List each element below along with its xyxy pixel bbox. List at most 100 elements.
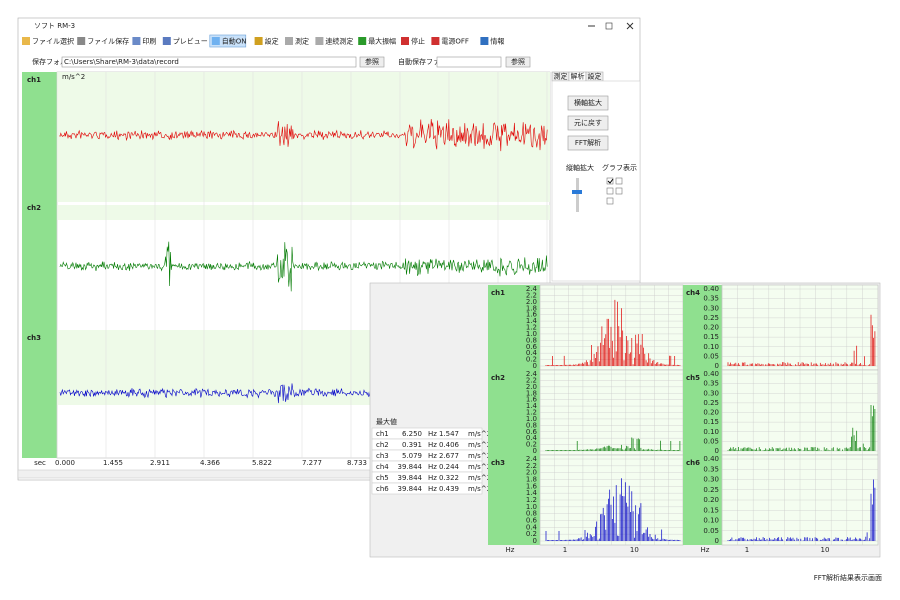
chart-label: ch6	[686, 459, 700, 467]
waveform	[59, 241, 548, 292]
y-tick-label: 0.10	[703, 343, 719, 351]
tab-label[interactable]: 設定	[588, 72, 602, 81]
chart-sidebar	[683, 285, 722, 370]
x-tick-label: 1.455	[103, 459, 123, 467]
x-tick-label: 8.733	[347, 459, 367, 467]
browse-button[interactable]	[359, 56, 385, 68]
close[interactable]	[626, 22, 634, 30]
table-cell: ch4	[376, 463, 389, 471]
button[interactable]	[567, 135, 609, 151]
chart-label: ch5	[686, 374, 700, 382]
toolbar-button[interactable]: 連続測定	[325, 37, 353, 46]
table-cell: m/s^2	[468, 463, 491, 471]
toolbar-icon[interactable]	[401, 37, 409, 45]
window-title: ソフト RM-3	[34, 22, 75, 30]
toolbar-button[interactable]: 印刷	[142, 38, 156, 46]
table-cell: 0.322	[439, 474, 459, 482]
tab-label[interactable]: 解析	[571, 72, 585, 81]
browse-label[interactable]: 参照	[365, 57, 379, 66]
toolbar-icon[interactable]	[22, 37, 30, 45]
table-cell: ch5	[376, 474, 389, 482]
toolbar-icon[interactable]	[480, 37, 489, 45]
toolbar-button[interactable]: 停止	[411, 37, 425, 46]
table-cell: m/s^2	[468, 430, 491, 438]
checkbox[interactable]	[606, 197, 614, 205]
button-label[interactable]: FFT解析	[575, 138, 601, 147]
y-tick-label: 1.4	[526, 317, 538, 325]
toolbar-icon[interactable]	[211, 37, 220, 45]
y-tick-label: 1.0	[526, 503, 537, 511]
y-tick-label: 0.15	[703, 333, 719, 341]
table-cell: ch1	[376, 430, 389, 438]
button-label[interactable]: 元に戻す	[574, 118, 602, 127]
check-mark	[607, 178, 614, 184]
spectrum	[727, 405, 876, 451]
table-cell: Hz	[428, 485, 437, 493]
toolbar-button[interactable]: 自動ON	[222, 37, 247, 46]
table-cell: m/s^2	[468, 452, 491, 460]
y-tick-label: 0.25	[703, 486, 719, 494]
table-cell: 0.391	[402, 441, 422, 449]
toolbar-button[interactable]: 設定	[265, 37, 279, 46]
toolbar-icon[interactable]	[431, 37, 440, 45]
maximize[interactable]	[605, 22, 613, 30]
toolbar-icon[interactable]	[358, 37, 367, 45]
y-tick-label: 0.35	[703, 380, 719, 388]
toolbar-button[interactable]: 電源OFF	[441, 37, 469, 46]
toolbar-icon[interactable]	[315, 37, 324, 45]
toolbar-button[interactable]: プレビュー	[173, 37, 208, 46]
table-cell: m/s^2	[468, 485, 491, 493]
y-tick-label: 0	[715, 537, 719, 545]
scrollbar[interactable]	[17, 469, 374, 479]
table-cell: Hz	[428, 474, 437, 482]
tab-label[interactable]: 測定	[554, 72, 568, 81]
y-tick-label: 2.0	[526, 469, 537, 477]
checkbox[interactable]	[606, 177, 614, 185]
toolbar-icon[interactable]	[132, 37, 141, 45]
toolbar-icon[interactable]	[254, 37, 263, 45]
toolbar-button[interactable]: 測定	[295, 37, 309, 46]
checkbox[interactable]	[615, 177, 623, 185]
chart-label: ch2	[491, 374, 505, 382]
y-tick-label: 0.8	[526, 421, 537, 429]
y-tick-label: 0.15	[703, 506, 719, 514]
spectrum	[545, 437, 681, 451]
checkbox[interactable]	[615, 187, 623, 195]
x-tick-label: 5.822	[252, 459, 272, 467]
y-tick-label: 2.2	[526, 291, 537, 299]
y-tick-label: 2.4	[526, 455, 538, 463]
button-label[interactable]: 横軸拡大	[574, 98, 602, 107]
waveform	[59, 118, 548, 152]
toolbar-icon[interactable]	[285, 37, 293, 45]
y-tick-label: 0	[533, 537, 537, 545]
y-tick-label: 0	[533, 362, 537, 370]
table-cell: 0.439	[439, 485, 459, 493]
y-tick-label: 1.8	[526, 389, 537, 397]
checkbox[interactable]	[606, 187, 614, 195]
browse-button[interactable]	[505, 56, 531, 68]
table-cell: 0.406	[439, 441, 460, 449]
file-input[interactable]	[436, 56, 502, 68]
toolbar-icon[interactable]	[162, 37, 171, 45]
slider-thumb[interactable]	[572, 190, 582, 194]
button[interactable]	[567, 115, 609, 131]
table-cell: 39.844	[398, 463, 423, 471]
spectrum	[545, 478, 681, 541]
toolbar-button[interactable]: ファイル選択	[32, 37, 74, 46]
graph-label: グラフ表示	[602, 163, 637, 172]
toolbar-button[interactable]: 最大振幅	[368, 37, 396, 46]
toolbar-icon[interactable]	[77, 37, 86, 45]
y-tick-label: 0.6	[526, 517, 538, 525]
y-tick-label: 1.8	[526, 304, 537, 312]
folder-input[interactable]	[61, 56, 357, 68]
y-tick-label: 0	[715, 362, 719, 370]
x-tick-label: 7.277	[302, 459, 322, 467]
button[interactable]	[567, 95, 609, 111]
table-cell: 0.244	[439, 463, 460, 471]
browse-label[interactable]: 参照	[511, 57, 525, 66]
y-tick-label: 0.05	[703, 352, 719, 360]
y-tick-label: 0.4	[526, 434, 538, 442]
toolbar-button[interactable]: 情報	[490, 37, 504, 46]
y-tick-label: 0	[715, 447, 719, 455]
toolbar-button[interactable]: ファイル保存	[87, 37, 129, 46]
